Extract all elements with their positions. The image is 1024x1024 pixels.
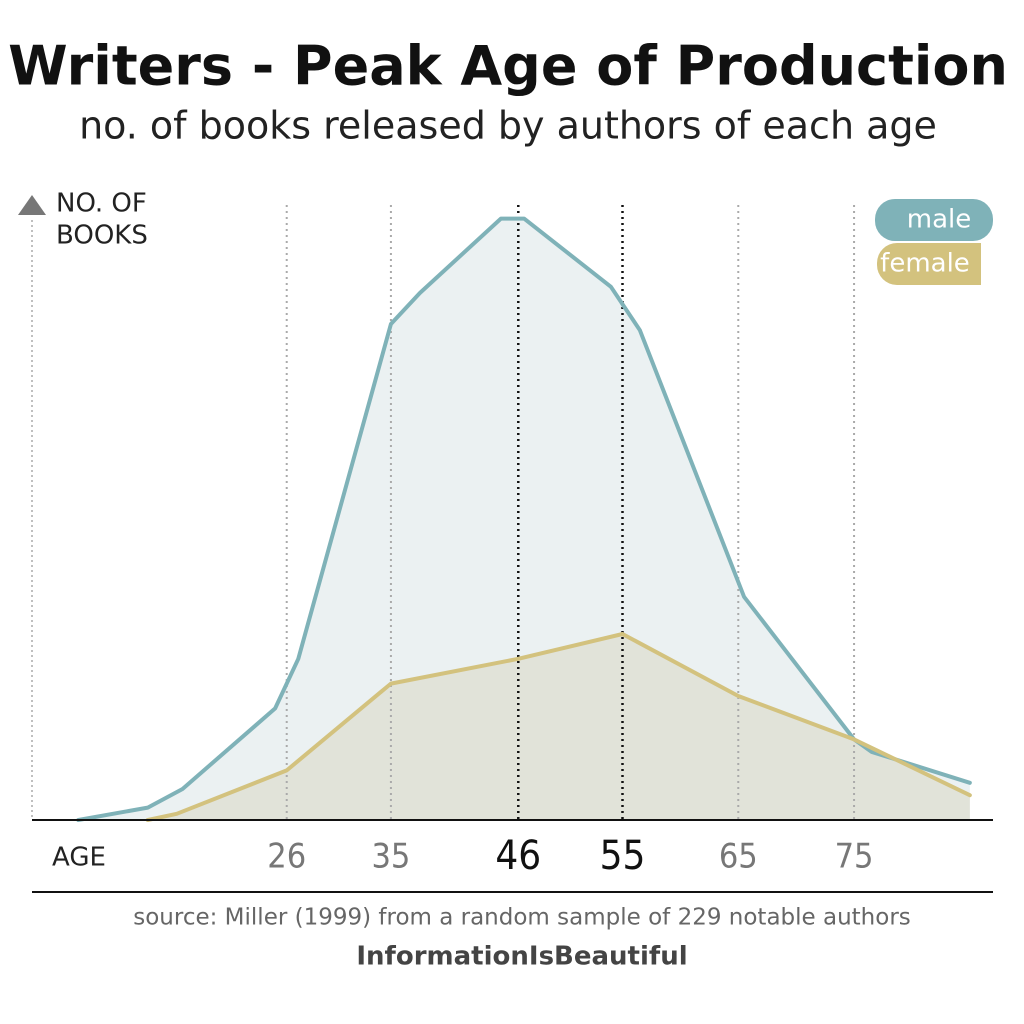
- areas: [78, 218, 970, 821]
- credit: InformationIsBeautiful: [356, 942, 687, 972]
- area-fill: [78, 218, 970, 821]
- y-axis-label: NO. OF: [56, 189, 147, 219]
- x-axis-label: AGE: [52, 843, 106, 873]
- legend-item: female: [877, 243, 981, 285]
- y-axis-label: BOOKS: [56, 221, 148, 251]
- x-tick-label: 35: [371, 837, 410, 877]
- legend-swatch: [937, 243, 981, 285]
- chart-subtitle: no. of books released by authors of each…: [79, 104, 937, 148]
- source: source: Miller (1999) from a random samp…: [133, 905, 911, 931]
- line: [145, 632, 972, 822]
- legend-label: male: [907, 205, 971, 235]
- area-fill: [147, 634, 970, 820]
- y-axis-arrow: [18, 195, 46, 215]
- x-tick-label: 75: [835, 837, 874, 877]
- x-tick-label: 65: [719, 837, 758, 877]
- legend-item: male: [875, 199, 993, 241]
- x-tick-label: 55: [600, 833, 646, 879]
- chart-title: Writers - Peak Age of Production: [8, 35, 1008, 98]
- x-tick-label: 46: [495, 833, 541, 879]
- x-tick-label: 26: [267, 837, 306, 877]
- line: [76, 216, 972, 822]
- legend-swatch: [935, 199, 973, 241]
- legend-label: female: [880, 249, 970, 279]
